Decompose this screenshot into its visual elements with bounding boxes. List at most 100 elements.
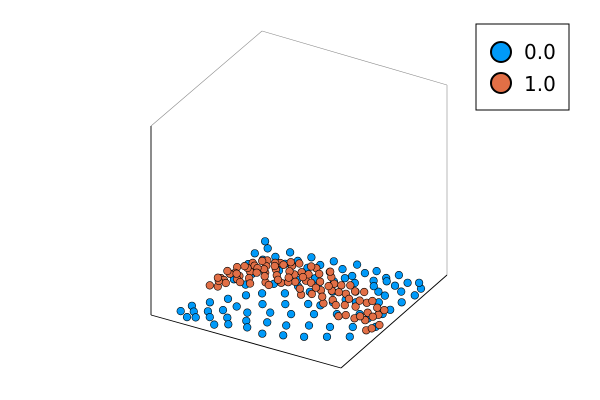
data-point-series-1-87 [236, 278, 245, 287]
data-point-series-0-45 [345, 332, 354, 341]
data-point-series-0-68 [286, 248, 295, 257]
data-point-series-0-44 [397, 287, 406, 296]
data-point-series-0-92 [382, 277, 391, 286]
data-point-series-1-34 [319, 299, 328, 308]
data-point-series-0-40 [322, 332, 332, 341]
data-point-series-1-24 [291, 277, 300, 287]
data-point-series-0-19 [280, 289, 290, 298]
data-point-series-0-43 [348, 322, 357, 332]
data-point-series-1-82 [331, 301, 340, 310]
data-point-series-0-22 [281, 300, 290, 309]
data-point-series-0-47 [397, 298, 406, 307]
data-point-series-0-33 [304, 321, 314, 330]
data-point-series-0-71 [263, 244, 272, 253]
data-point-series-1-81 [324, 282, 333, 291]
data-point-series-1-27 [315, 269, 324, 279]
data-point-series-1-29 [316, 277, 325, 286]
data-point-series-0-60 [338, 265, 347, 274]
data-point-series-1-13 [246, 279, 255, 288]
data-point-series-0-9 [218, 306, 228, 315]
data-point-series-0-27 [304, 299, 313, 309]
data-point-series-0-77 [369, 282, 378, 291]
data-point-series-0-93 [410, 291, 419, 300]
data-point-series-1-5 [221, 278, 230, 288]
box-edge-front-right [340, 274, 448, 369]
data-point-series-0-21 [266, 308, 275, 317]
data-point-series-0-73 [261, 237, 270, 246]
data-point-series-0-91 [340, 274, 350, 283]
data-points [176, 237, 426, 341]
data-point-series-0-25 [258, 329, 267, 338]
data-point-series-1-0 [205, 281, 214, 290]
data-point-series-0-51 [403, 278, 412, 287]
data-point-series-0-62 [329, 257, 338, 266]
data-point-series-1-92 [334, 288, 343, 297]
data-point-series-1-84 [367, 324, 376, 333]
data-point-series-0-59 [353, 260, 362, 269]
legend: 0.0 1.0 [475, 23, 570, 111]
data-point-series-1-20 [295, 259, 304, 268]
data-point-series-0-52 [390, 281, 400, 290]
data-point-series-0-2 [182, 313, 192, 322]
data-point-series-0-35 [300, 332, 309, 341]
legend-label-series-0: 0.0 [524, 40, 556, 64]
data-point-series-1-79 [284, 273, 293, 282]
data-point-series-1-53 [307, 278, 316, 287]
data-point-series-1-70 [264, 280, 273, 290]
data-point-series-0-17 [258, 300, 267, 309]
data-point-series-1-83 [368, 296, 377, 306]
data-point-series-1-72 [326, 267, 335, 276]
data-point-series-1-39 [334, 312, 343, 321]
data-point-series-0-30 [279, 331, 288, 340]
data-point-series-0-56 [372, 267, 381, 276]
data-point-series-1-57 [223, 266, 232, 276]
legend-box [475, 23, 570, 111]
data-point-series-0-38 [325, 322, 335, 332]
legend-label-series-1: 1.0 [524, 72, 556, 96]
data-point-series-0-15 [224, 320, 233, 329]
data-point-series-1-38 [340, 301, 349, 310]
data-point-series-1-74 [360, 287, 369, 297]
data-point-series-0-11 [210, 320, 219, 329]
box-edge-back-top-left [150, 30, 263, 127]
data-point-series-0-20 [243, 323, 252, 332]
legend-marker-series-1 [490, 72, 512, 94]
data-point-series-1-68 [258, 256, 267, 266]
axis-box [150, 30, 448, 369]
data-point-series-0-12 [232, 302, 241, 311]
data-point-series-1-75 [373, 303, 382, 312]
box-edge-back-top-right [261, 30, 448, 86]
data-point-series-1-91 [311, 283, 321, 292]
data-point-series-1-77 [252, 268, 261, 277]
data-point-series-1-60 [260, 272, 269, 281]
data-point-series-1-88 [270, 261, 279, 271]
data-point-series-0-4 [205, 298, 214, 307]
data-point-series-0-8 [205, 313, 214, 322]
data-point-series-1-55 [344, 294, 354, 304]
data-point-series-0-53 [394, 271, 404, 280]
data-point-series-0-72 [250, 249, 259, 258]
data-point-series-1-66 [380, 306, 389, 315]
data-point-series-1-56 [356, 312, 365, 321]
data-point-series-1-78 [279, 260, 288, 269]
box-edge-front-bottom [150, 314, 342, 369]
data-point-series-0-10 [241, 291, 251, 300]
data-point-series-1-54 [318, 292, 327, 301]
data-point-series-0-7 [223, 294, 233, 303]
data-point-series-0-14 [258, 289, 267, 298]
data-point-series-1-65 [341, 311, 350, 320]
data-point-series-1-40 [351, 302, 360, 311]
data-point-series-0-0 [176, 307, 185, 316]
data-point-series-0-58 [348, 271, 357, 281]
data-point-series-1-89 [273, 275, 283, 284]
data-point-series-0-50 [415, 278, 424, 287]
data-point-series-1-71 [307, 262, 316, 271]
legend-marker-series-0 [490, 41, 512, 63]
data-point-series-0-26 [287, 310, 296, 319]
data-point-series-0-5 [191, 313, 200, 322]
data-point-series-1-47 [375, 320, 384, 330]
data-point-series-0-28 [282, 321, 291, 330]
data-point-series-0-23 [263, 318, 272, 327]
data-point-series-1-93 [355, 296, 364, 305]
